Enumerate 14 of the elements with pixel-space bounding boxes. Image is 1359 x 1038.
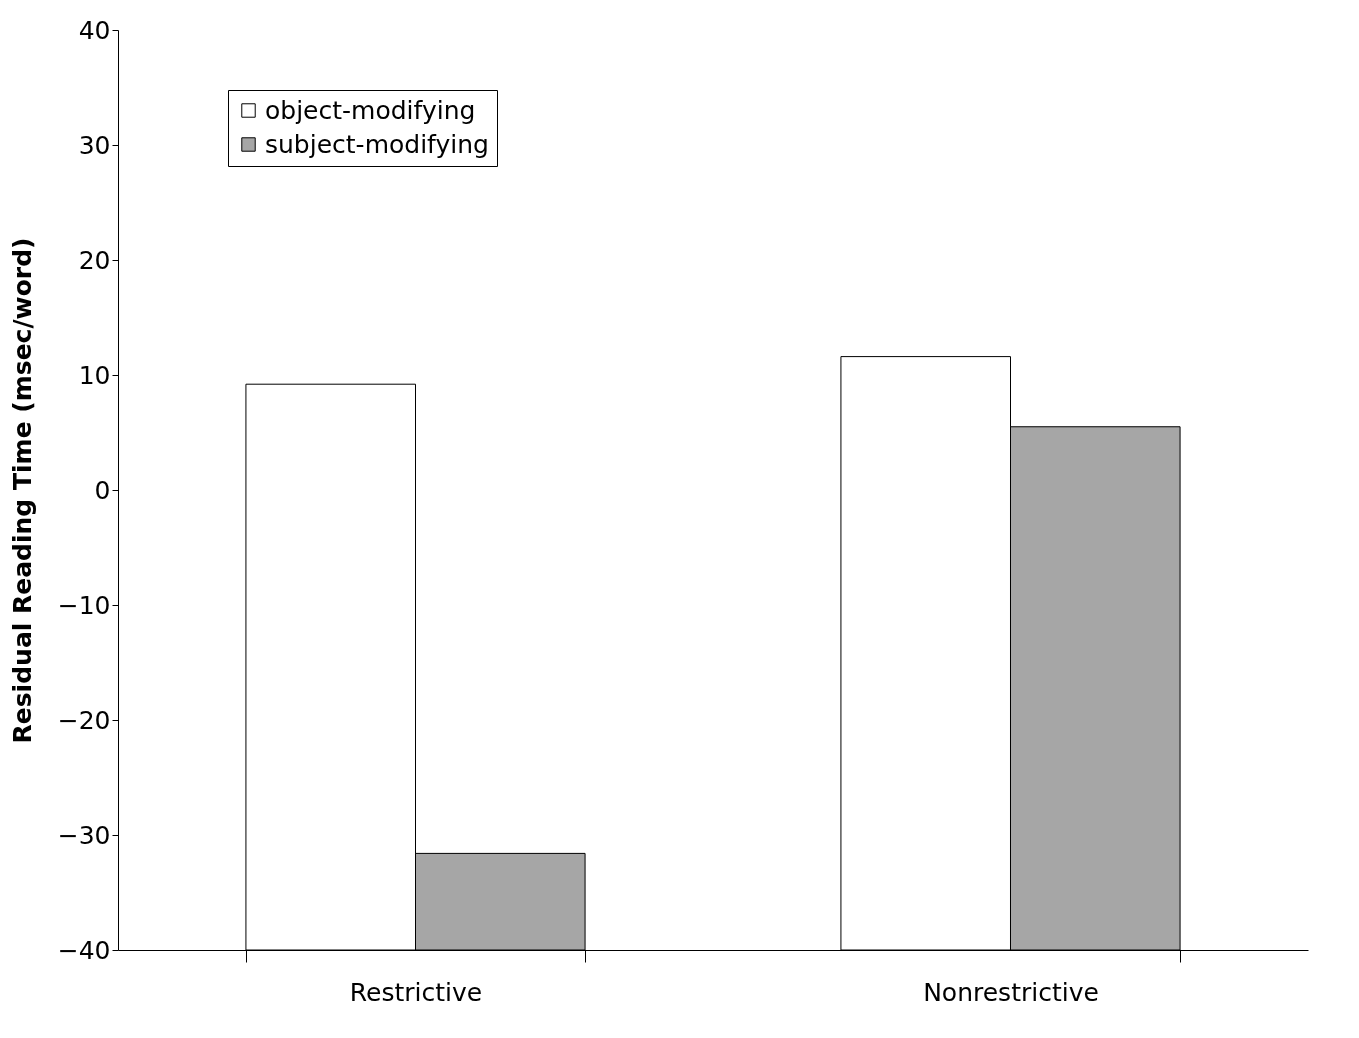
y-tick-label: −30 (57, 820, 111, 850)
y-tick-label: −20 (57, 705, 111, 735)
y-tick-label: 10 (78, 360, 111, 390)
y-axis-title: Residual Reading Time (msec/word) (7, 237, 37, 744)
y-tick-label: 0 (94, 475, 111, 505)
x-tick-label: Restrictive (349, 977, 483, 1007)
y-tick-label: −10 (57, 590, 111, 620)
y-tick-label: 40 (78, 15, 111, 45)
legend-label: subject-modifying (265, 129, 489, 159)
y-tick-label: 30 (78, 130, 111, 160)
y-tick-label: −40 (57, 935, 111, 965)
y-tick-label: 20 (78, 245, 111, 275)
legend-label: object-modifying (265, 95, 476, 125)
x-tick-label: Nonrestrictive (923, 977, 1099, 1007)
